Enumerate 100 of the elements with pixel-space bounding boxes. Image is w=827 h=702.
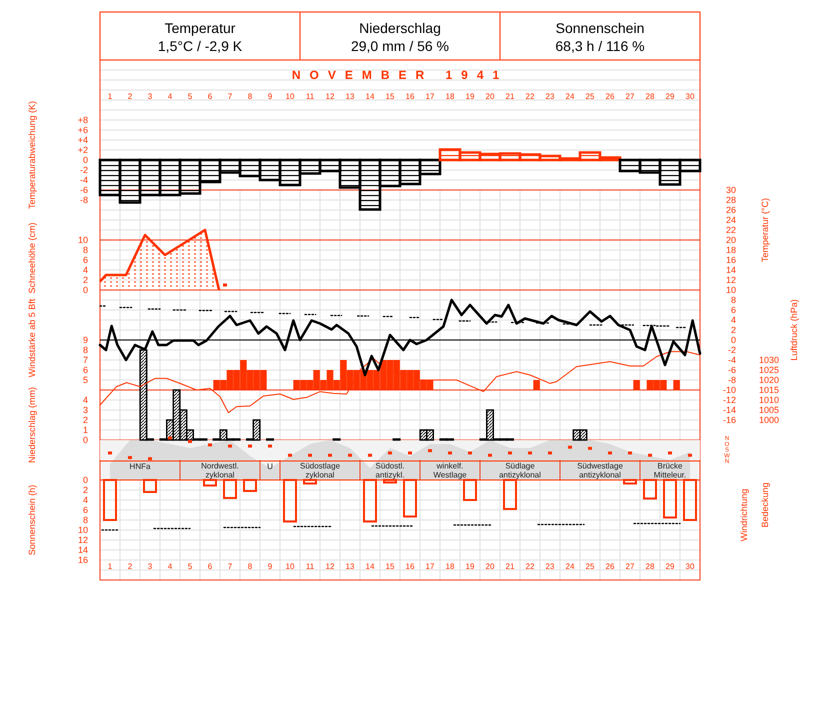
- y-tick-label: -14: [722, 405, 736, 416]
- band-label: Südostlage zyklonal: [300, 462, 341, 480]
- y-tick-label: 14: [78, 545, 88, 556]
- x2-tick-label: 16: [406, 92, 415, 101]
- y-tick-label: 1010: [758, 395, 779, 406]
- x2-tick-label: 14: [366, 92, 375, 101]
- point: [248, 444, 252, 448]
- x-tick-label: 21: [506, 562, 515, 571]
- y-tick-label: 6: [82, 255, 88, 266]
- y-tick-label: 2: [82, 275, 88, 286]
- y-tick-label: 6: [82, 505, 88, 516]
- y-tick-label: 6: [730, 305, 736, 316]
- x-tick-label: 30: [686, 562, 695, 571]
- y-tick-label: 1005: [758, 405, 779, 416]
- x2-tick-label: 11: [306, 92, 315, 101]
- point: [468, 451, 472, 454]
- x2-tick-label: 24: [566, 92, 575, 101]
- x-tick-label: 20: [486, 562, 495, 571]
- point: [208, 443, 212, 446]
- x2-tick-label: 23: [546, 92, 555, 101]
- point: [148, 457, 152, 460]
- x-tick-label: 17: [426, 562, 435, 571]
- y-tick-label: 12: [726, 275, 736, 286]
- y-tick-label: 8: [82, 245, 88, 256]
- annotation: 29,0 mm / 56 %: [350, 38, 450, 54]
- x-tick-label: 22: [526, 562, 535, 571]
- y-axis-title: Temperaturabweichung (K): [27, 100, 37, 210]
- x-tick-label: 7: [228, 562, 233, 571]
- y-tick-label: 1030: [758, 355, 779, 366]
- y-axis-title: Bedeckung: [760, 482, 770, 528]
- y-tick-label: 0: [82, 475, 88, 486]
- point: [428, 449, 432, 452]
- y-tick-label: 14: [726, 265, 736, 276]
- y-tick-label: +8: [78, 115, 88, 126]
- x-tick-label: 12: [326, 562, 335, 571]
- y-tick-label: 8: [82, 515, 88, 526]
- x2-tick-label: 6: [208, 92, 213, 101]
- band-label: winkelf. Westlage: [433, 462, 468, 480]
- x-tick-label: 25: [586, 562, 595, 571]
- x2-tick-label: 5: [188, 92, 193, 101]
- x2-tick-label: 4: [168, 92, 173, 101]
- y-tick-label: 30: [726, 185, 736, 196]
- point: [268, 444, 272, 448]
- y-tick-label: 20: [726, 235, 736, 246]
- x-tick-label: 28: [646, 562, 655, 571]
- y-tick-label: 0: [82, 155, 88, 166]
- band-label: Südlage antizyklonal: [499, 462, 542, 480]
- y-tick-label: 10: [726, 285, 736, 296]
- point: [648, 454, 652, 457]
- x2-tick-label: 20: [486, 92, 495, 101]
- x2-tick-label: 27: [626, 92, 635, 101]
- y-tick-label: 26: [726, 205, 736, 216]
- y-tick-label: -8: [728, 375, 736, 386]
- y-tick-label: -2: [728, 345, 736, 356]
- text: NOVEMBER 1941: [292, 68, 508, 82]
- point: [668, 451, 672, 454]
- point: [508, 451, 512, 454]
- y-tick-label: 1020: [758, 375, 779, 386]
- point: [588, 446, 592, 450]
- y-tick-label: 1015: [758, 385, 779, 396]
- band-label: Brücke Mitteleur.: [654, 462, 686, 480]
- y-axis-title: Temperatur (°C): [760, 198, 770, 262]
- x-tick-label: 15: [386, 562, 395, 571]
- x-tick-label: 5: [188, 562, 193, 571]
- y-tick-label: 9: [82, 335, 88, 346]
- x-tick-label: 8: [248, 562, 253, 571]
- x-tick-label: 11: [306, 562, 315, 571]
- x2-tick-label: 26: [606, 92, 615, 101]
- annotation: Temperatur: [164, 20, 236, 36]
- y-tick-label: -16: [722, 415, 736, 426]
- y-tick-label: -2: [80, 165, 88, 176]
- y-tick-label: -4: [728, 355, 736, 366]
- y-tick-label: 4: [82, 495, 88, 506]
- x-tick-label: 1: [108, 562, 113, 571]
- x2-tick-label: 9: [268, 92, 273, 101]
- x-tick-label: 16: [406, 562, 415, 571]
- x2-tick-label: 15: [386, 92, 395, 101]
- point: [168, 436, 172, 440]
- x-tick-label: 27: [626, 562, 635, 571]
- y-axis-title: Niederschlag (mm): [27, 386, 37, 464]
- y-tick-label: -6: [728, 365, 736, 376]
- y-tick-label: 4: [730, 315, 736, 326]
- x2-tick-label: 2: [128, 92, 133, 101]
- point: [488, 454, 492, 457]
- band-label: Nordwestl. zyklonal: [201, 462, 239, 480]
- x2-tick-label: 7: [228, 92, 233, 101]
- x2-tick-label: 17: [426, 92, 435, 101]
- point: [548, 451, 552, 454]
- y-tick-label: 2: [82, 485, 88, 496]
- point: [188, 440, 192, 443]
- y-tick-label: 28: [726, 195, 736, 206]
- x2-tick-label: 19: [466, 92, 475, 101]
- y-tick-label: 7: [82, 355, 88, 366]
- x-tick-label: 18: [446, 562, 455, 571]
- x-tick-label: 26: [606, 562, 615, 571]
- point: [108, 451, 112, 454]
- y-tick-label: -6: [80, 185, 88, 196]
- y-tick-label: +4: [78, 135, 88, 146]
- point: [688, 454, 692, 457]
- x-tick-label: 4: [168, 562, 173, 571]
